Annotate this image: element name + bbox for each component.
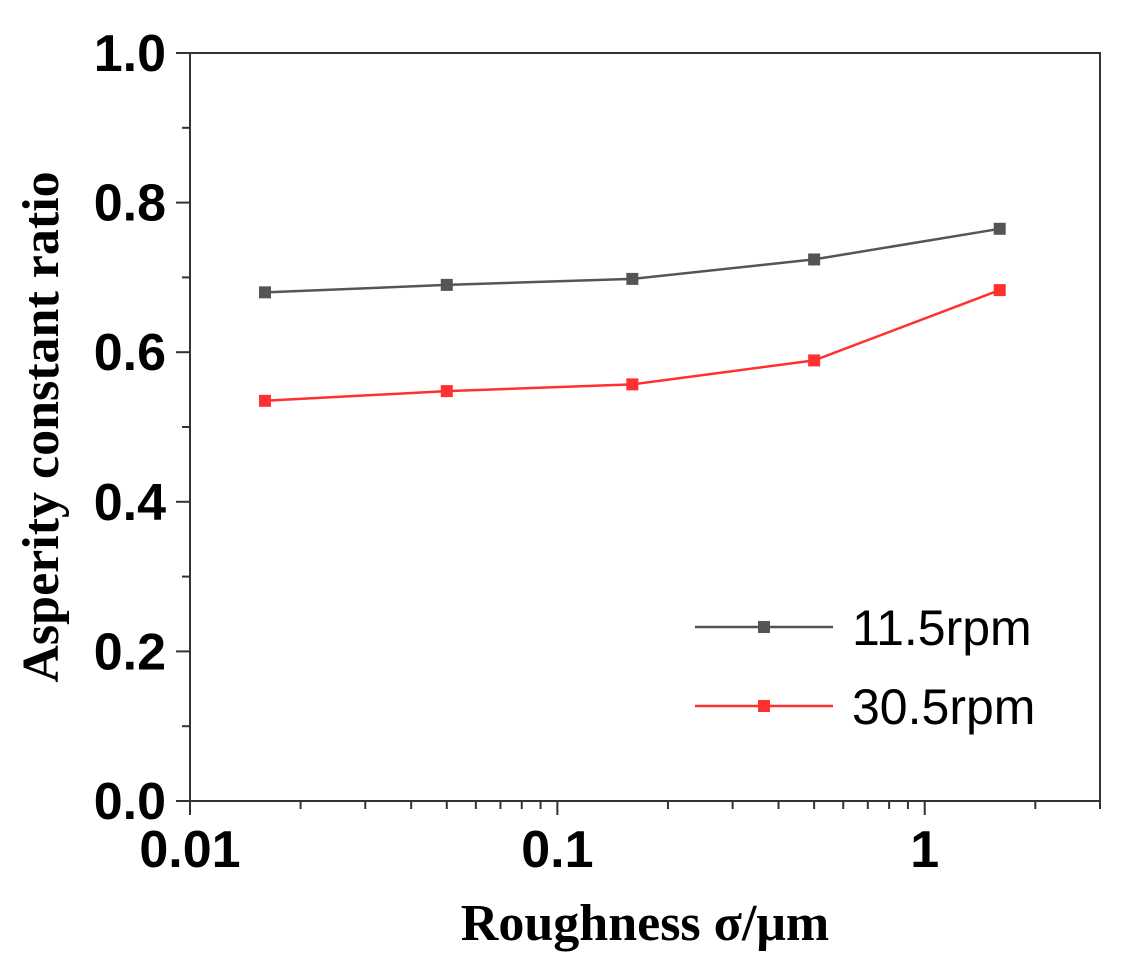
data-point (258, 394, 271, 407)
y-tick-label: 0.8 (94, 175, 166, 233)
axis-ticks: 0.0 0.2 0.4 0.6 0.8 1.0 0.01 0.1 1 (94, 25, 1101, 879)
data-point (993, 284, 1006, 297)
y-tick-label: 0.0 (94, 773, 166, 831)
x-tick-label: 0.1 (521, 821, 593, 879)
x-tick-label: 1 (910, 821, 939, 879)
y-tick-label: 0.6 (94, 324, 166, 382)
y-axis-title: Asperity constant ratio (13, 171, 70, 682)
y-tick-label: 0.2 (94, 623, 166, 681)
y-tick-label: 1.0 (94, 25, 166, 83)
series-group (258, 222, 1006, 407)
data-point (626, 272, 639, 285)
data-point (626, 378, 639, 391)
data-point (440, 385, 453, 398)
x-axis-title: Roughness σ/μm (461, 895, 829, 952)
legend-swatch-marker (758, 621, 770, 633)
y-tick-label: 0.4 (94, 474, 166, 532)
data-point (808, 253, 821, 266)
data-point (258, 286, 271, 299)
legend: 11.5rpm 30.5rpm (695, 600, 1035, 735)
legend-label: 30.5rpm (852, 679, 1035, 735)
x-tick-label: 0.01 (139, 821, 240, 879)
legend-label: 11.5rpm (852, 600, 1032, 656)
data-point (993, 222, 1006, 235)
data-point (808, 354, 821, 367)
legend-swatch-marker (758, 700, 770, 712)
data-point (440, 278, 453, 291)
